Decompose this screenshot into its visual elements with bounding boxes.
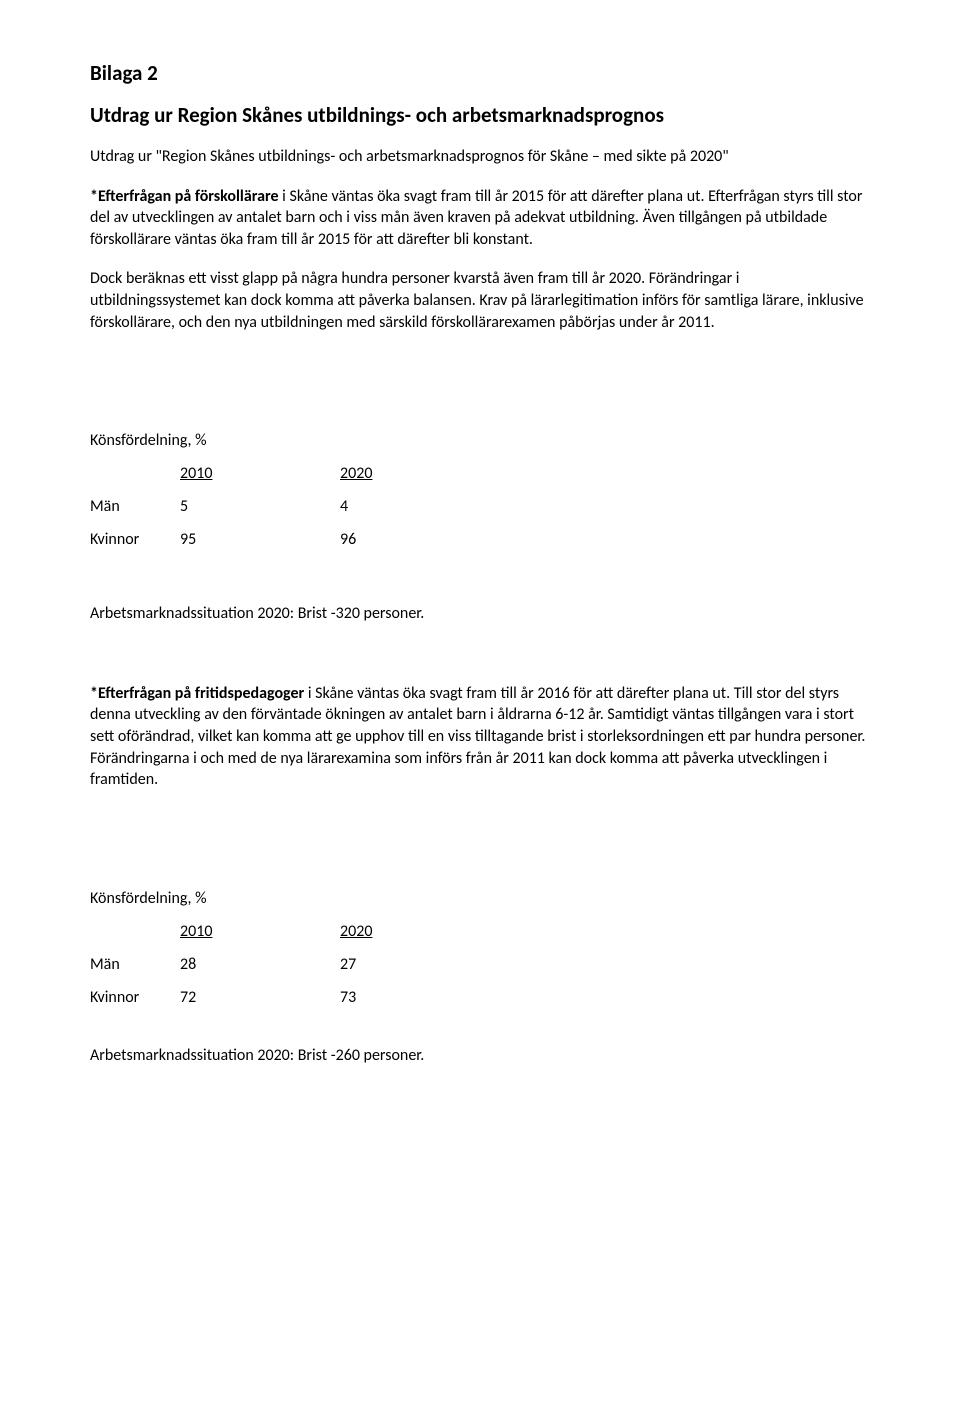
table1-title: Könsfördelning, % bbox=[90, 431, 340, 450]
table2-row1-label: Män bbox=[90, 955, 180, 974]
heading-sub: Utdrag ur Region Skånes utbildnings- och… bbox=[90, 102, 870, 128]
table1-year-b: 2020 bbox=[340, 464, 500, 483]
paragraph-fritidspedagoger: *Efterfrågan på fritidspedagoger i Skåne… bbox=[90, 683, 870, 791]
heading-bilaga: Bilaga 2 bbox=[90, 60, 870, 86]
situation-1: Arbetsmarknadssituation 2020: Brist -320… bbox=[90, 603, 870, 625]
table2-row1-a: 28 bbox=[180, 955, 340, 974]
gender-table-2: Könsfördelning, % 2010 2020 Män 28 27 Kv… bbox=[90, 889, 870, 1007]
table2-row1-b: 27 bbox=[340, 955, 500, 974]
table1-row1-a: 5 bbox=[180, 497, 340, 516]
p2-lead-bold: *Efterfrågan på förskollärare bbox=[90, 187, 279, 206]
table2-year-a: 2010 bbox=[180, 922, 340, 941]
table1-row2-label: Kvinnor bbox=[90, 530, 180, 549]
situation-2: Arbetsmarknadssituation 2020: Brist -260… bbox=[90, 1045, 870, 1067]
table2-row2-label: Kvinnor bbox=[90, 988, 180, 1007]
table2-title: Könsfördelning, % bbox=[90, 889, 340, 908]
table1-row1-b: 4 bbox=[340, 497, 500, 516]
table1-row1-label: Män bbox=[90, 497, 180, 516]
table1-row2-a: 95 bbox=[180, 530, 340, 549]
paragraph-forskollarare: *Efterfrågan på förskollärare i Skåne vä… bbox=[90, 186, 870, 251]
document-page: Bilaga 2 Utdrag ur Region Skånes utbildn… bbox=[0, 0, 960, 1405]
paragraph-dock: Dock beräknas ett visst glapp på några h… bbox=[90, 268, 870, 333]
table2-row2-b: 73 bbox=[340, 988, 500, 1007]
table2-year-b: 2020 bbox=[340, 922, 500, 941]
table1-row2-b: 96 bbox=[340, 530, 500, 549]
p4-lead-bold: *Efterfrågan på fritidspedagoger bbox=[90, 684, 304, 703]
gender-table-1: Könsfördelning, % 2010 2020 Män 5 4 Kvin… bbox=[90, 431, 870, 549]
table2-row2-a: 72 bbox=[180, 988, 340, 1007]
table1-year-a: 2010 bbox=[180, 464, 340, 483]
intro-paragraph: Utdrag ur "Region Skånes utbildnings- oc… bbox=[90, 146, 870, 168]
